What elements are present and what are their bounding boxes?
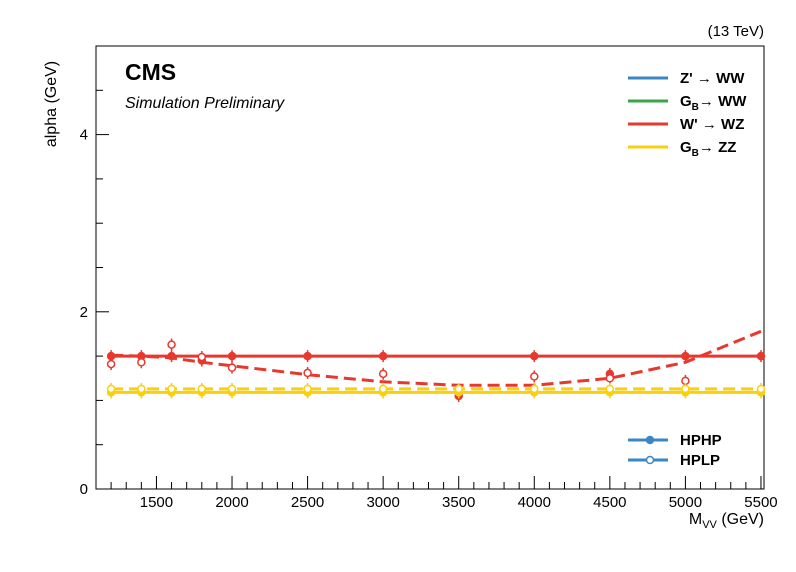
data-point-hphp [303, 351, 312, 361]
x-tick-label: 4500 [593, 494, 626, 511]
legend-process-label: GB→ ZZ [680, 139, 736, 159]
data-point-hplp [756, 384, 766, 394]
data-point-hplp [605, 384, 615, 394]
legend-process-label: W' → WZ [680, 116, 744, 133]
legend-category-marker [645, 455, 655, 465]
x-tick-label: 5000 [669, 494, 702, 511]
x-axis: 1500 2000 2500 3000 3500 4000 4500 5000 5500 [110, 476, 778, 511]
legend-process-label: Z' → WW [680, 70, 745, 87]
data-point-hplp [227, 384, 237, 394]
legend-category-marker [645, 435, 655, 445]
x-tick-label: 5500 [744, 494, 777, 511]
data-point-hplp [605, 374, 615, 383]
data-point-hphp [681, 351, 690, 361]
x-axis-label: MVV (GeV) [689, 511, 764, 531]
y-axis: 0 2 4 [80, 89, 109, 498]
legend-category-label: HPLP [680, 452, 720, 469]
data-points [106, 338, 766, 402]
legend-category-label: HPHP [680, 432, 722, 449]
data-point-hplp [681, 384, 690, 394]
legend-process: Z' → WW GB→ WW W' → WZ GB→ ZZ [628, 70, 747, 159]
experiment-label: CMS [125, 59, 176, 85]
status-label: Simulation Preliminary [125, 95, 285, 112]
y-tick-label: 4 [80, 127, 88, 144]
y-axis-label: alpha (GeV) [43, 61, 60, 147]
fit-line [111, 329, 762, 387]
y-tick-label: 2 [80, 304, 88, 321]
x-tick-label: 4000 [518, 494, 551, 511]
data-point-hphp [756, 351, 766, 361]
data-point-hphp [167, 351, 176, 361]
fit-curves [111, 329, 762, 394]
data-point-hplp [197, 352, 207, 362]
data-point-hphp [378, 351, 388, 361]
data-point-hplp [227, 363, 237, 372]
data-point-hplp [378, 369, 388, 379]
energy-label: (13 TeV) [708, 23, 764, 40]
x-tick-label: 2500 [291, 494, 324, 511]
x-tick-label: 1500 [140, 494, 173, 511]
y-tick-label: 0 [80, 481, 88, 498]
data-point-hplp [137, 384, 146, 394]
data-point-hplp [303, 368, 312, 378]
data-point-hphp [530, 351, 539, 361]
data-point-hplp [378, 384, 388, 394]
x-tick-label: 2000 [215, 494, 248, 511]
data-point-hphp [227, 351, 237, 361]
data-point-hplp [106, 359, 116, 369]
legend-category: HPHP HPLP [628, 432, 722, 469]
data-point-hplp [167, 340, 176, 349]
data-point-hplp [530, 384, 539, 394]
x-tick-label: 3000 [366, 494, 399, 511]
data-point-hplp [197, 384, 207, 394]
data-point-hplp [167, 384, 176, 394]
data-point-hplp [454, 384, 463, 394]
legend-process-label: GB→ WW [680, 93, 747, 113]
data-point-hplp [530, 372, 539, 381]
x-tick-label: 3500 [442, 494, 475, 511]
data-point-hplp [106, 384, 116, 394]
data-point-hplp [303, 384, 312, 394]
data-point-hplp [137, 358, 146, 367]
